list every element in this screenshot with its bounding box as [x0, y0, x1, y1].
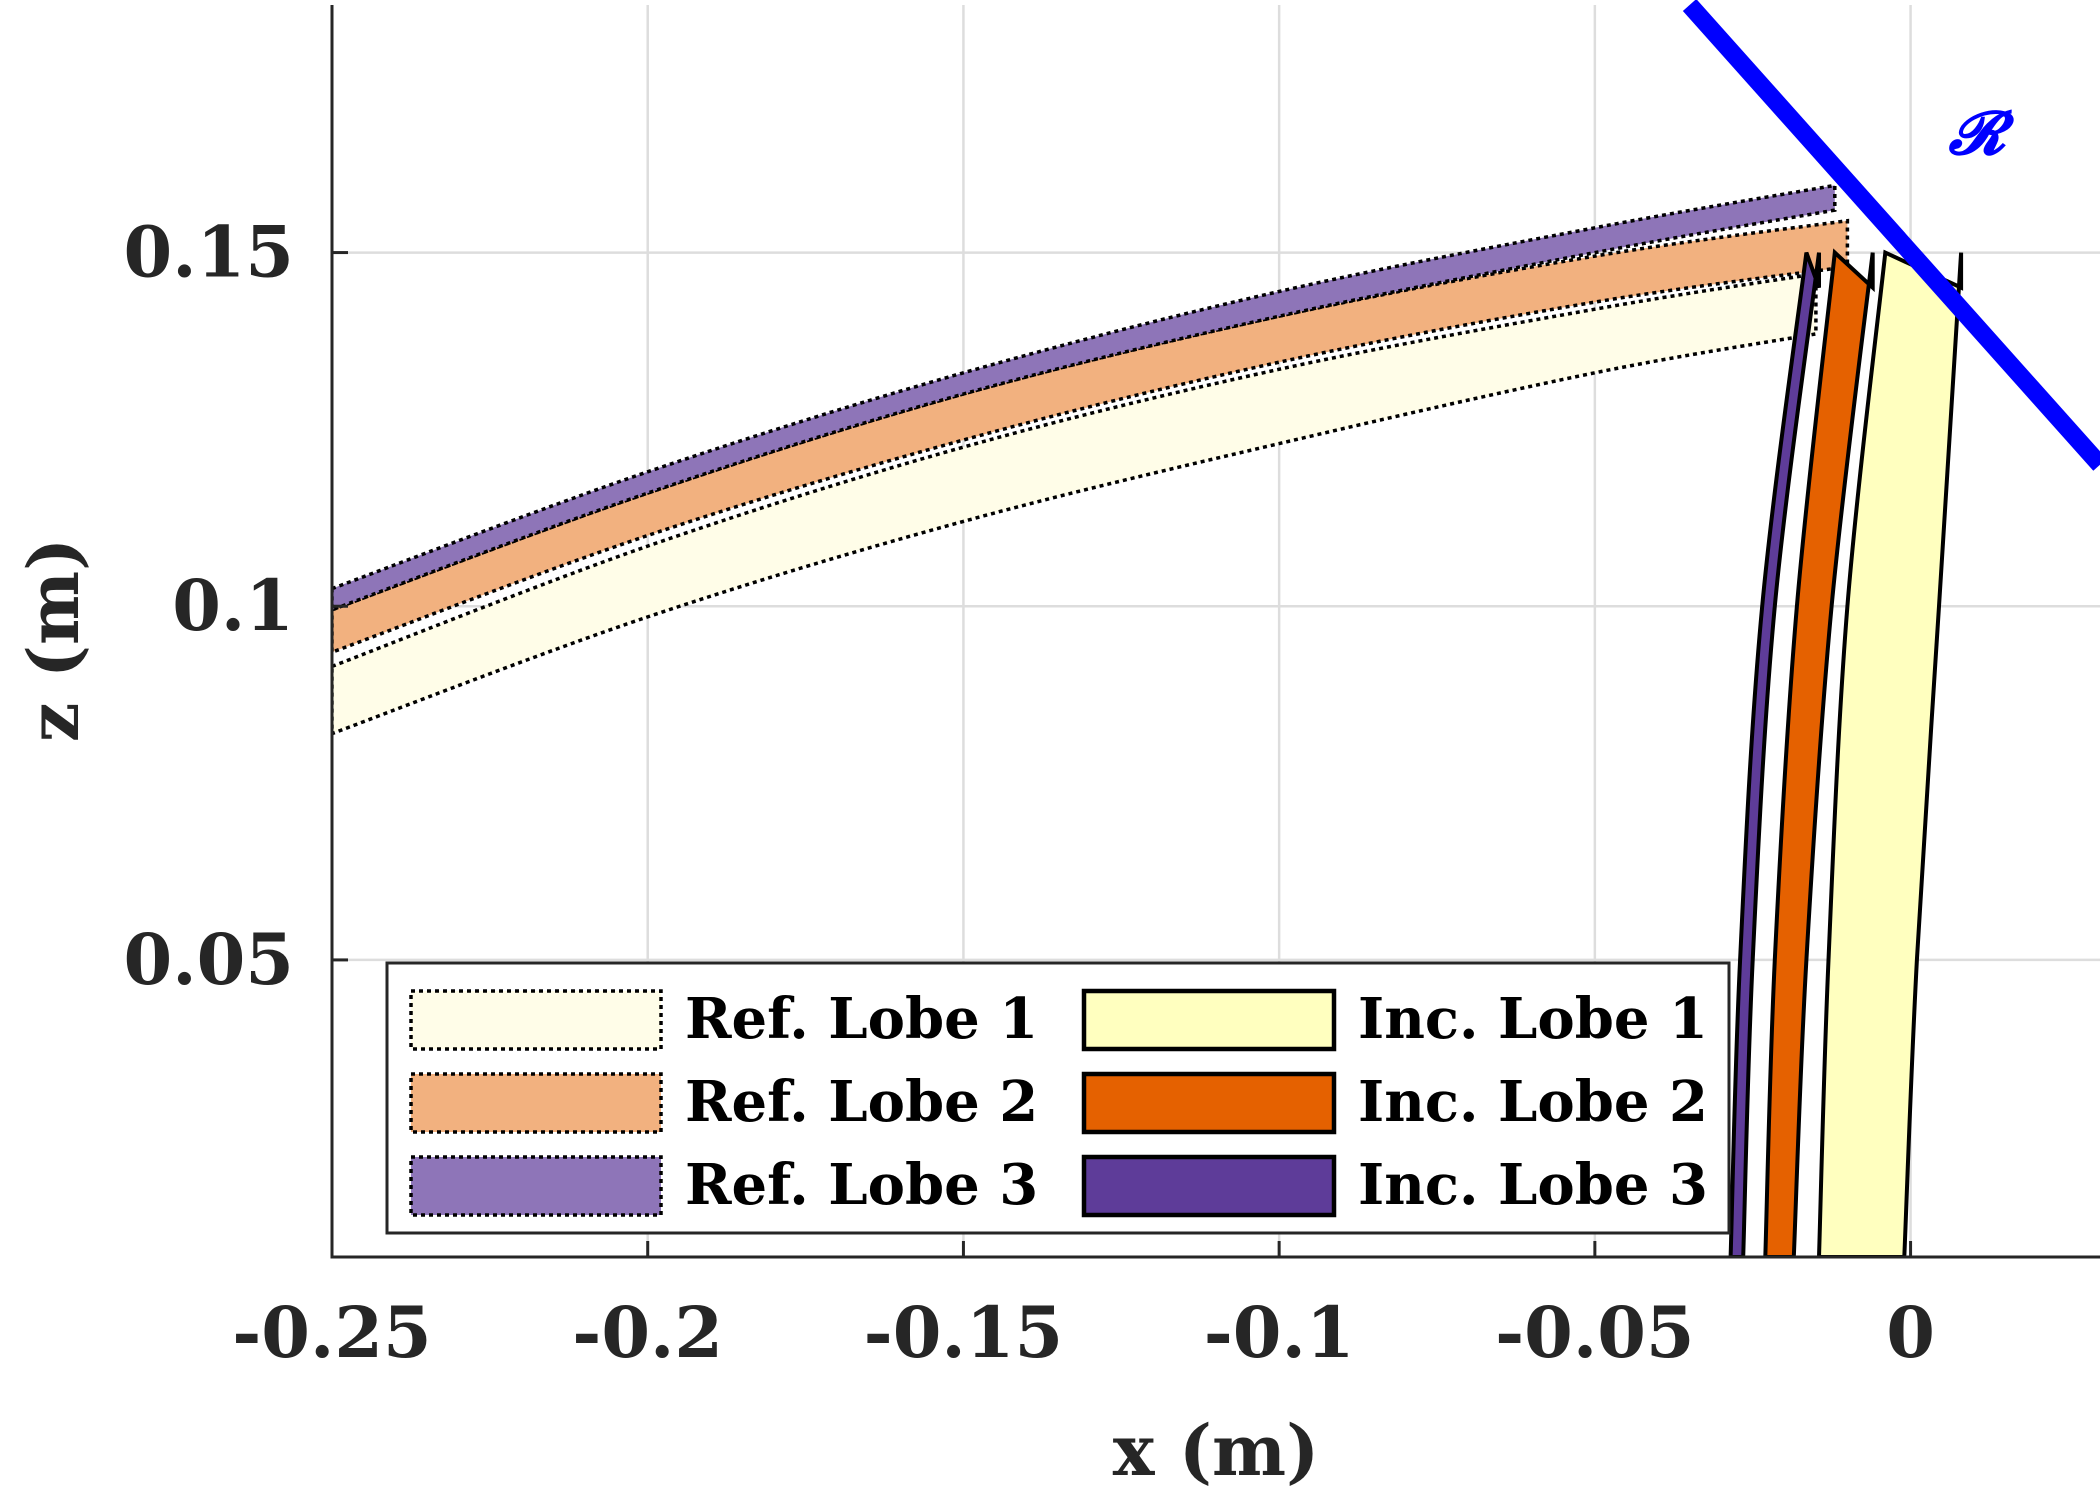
- legend-swatch-inc-lobe-1: [1081, 988, 1337, 1052]
- reflected-bands: [332, 183, 1850, 736]
- band-ref-lobe-1: [332, 271, 1818, 736]
- legend-label-ref-lobe-1: Ref. Lobe 1: [685, 986, 1038, 1052]
- reflector-line: [1682, 0, 2100, 471]
- incident-bands: [1728, 248, 1964, 1257]
- y-tick-labels: 0.05 0.1 0.15: [124, 211, 295, 1001]
- legend-label-inc-lobe-2: Inc. Lobe 2: [1358, 1069, 1708, 1135]
- band-inc-lobe-1: [1816, 249, 1964, 1257]
- band-inc-lobe-3: [1728, 251, 1821, 1257]
- x-tick-label-3: -0.1: [1204, 1291, 1355, 1374]
- legend-label-ref-lobe-3: Ref. Lobe 3: [685, 1152, 1038, 1218]
- legend-label-inc-lobe-1: Inc. Lobe 1: [1358, 986, 1708, 1052]
- reflector-label: 𝓡: [1947, 99, 2015, 169]
- x-tick-label-1: -0.2: [572, 1291, 723, 1374]
- band-ref-lobe-3: [332, 183, 1837, 612]
- x-axis-label: x (m): [1113, 1409, 1319, 1492]
- x-tick-label-4: -0.05: [1495, 1291, 1695, 1374]
- band-inc-lobe-2: [1763, 248, 1875, 1257]
- x-tick-label-0: -0.25: [232, 1291, 432, 1374]
- legend-label-ref-lobe-2: Ref. Lobe 2: [685, 1069, 1038, 1135]
- x-tick-label-5: 0: [1886, 1291, 1935, 1374]
- legend: Ref. Lobe 1 Ref. Lobe 2 Ref. Lobe 3 Inc. Lo…: [385, 961, 1731, 1235]
- axes: [330, 5, 2100, 1259]
- x-tick-label-2: -0.15: [864, 1291, 1064, 1374]
- y-tick-label-2: 0.15: [124, 211, 295, 294]
- y-tick-label-0: 0.05: [124, 918, 295, 1001]
- legend-swatch-ref-lobe-1: [409, 989, 663, 1051]
- x-tick-labels: -0.25 -0.2 -0.15 -0.1 -0.05 0: [232, 1291, 1935, 1374]
- legend-swatch-inc-lobe-3: [1081, 1154, 1337, 1218]
- legend-swatch-ref-lobe-2: [409, 1072, 663, 1134]
- legend-label-inc-lobe-3: Inc. Lobe 3: [1358, 1152, 1708, 1218]
- y-tick-label-1: 0.1: [172, 564, 294, 647]
- legend-swatch-ref-lobe-3: [409, 1155, 663, 1217]
- y-axis-label: z (m): [12, 538, 95, 742]
- legend-swatch-inc-lobe-2: [1081, 1071, 1337, 1135]
